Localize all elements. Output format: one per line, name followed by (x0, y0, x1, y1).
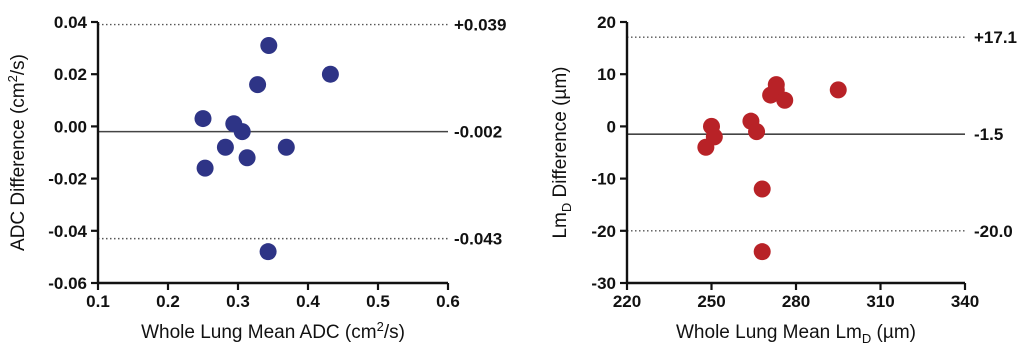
data-point (705, 128, 723, 146)
data-point (753, 243, 771, 261)
x-axis-title-end: /s) (384, 322, 405, 343)
y-tick-label: -10 (591, 170, 616, 189)
y-tick-label: 0.04 (54, 13, 88, 32)
x-tick-label: 310 (866, 292, 894, 311)
data-point (259, 243, 277, 261)
y-axis-title: LmD Difference (µm) (550, 66, 574, 238)
y-tick-label: 0.00 (54, 117, 87, 136)
y-axis-title-subscript: D (559, 203, 574, 212)
y-tick-label: -30 (591, 274, 616, 293)
data-point (748, 123, 766, 141)
data-point (753, 180, 771, 198)
data-point (277, 138, 295, 156)
y-axis-title-superscript: 2 (5, 75, 20, 82)
y-axis-title-main: ADC Difference (cm (8, 82, 29, 251)
x-axis-title-end: (µm) (871, 322, 916, 343)
upper-limit-label: +17.1 (974, 28, 1017, 47)
mean-label: -0.002 (454, 123, 502, 142)
x-axis-title-main: Whole Lung Mean ADC (cm (141, 322, 377, 343)
y-tick-label: -0.02 (48, 170, 87, 189)
data-point (829, 81, 847, 99)
x-tick-label: 280 (782, 292, 810, 311)
y-tick-label: -0.04 (48, 222, 87, 241)
x-tick-label: 0.2 (156, 292, 180, 311)
data-point (233, 123, 251, 141)
data-point (321, 65, 339, 83)
y-tick-label: 0.02 (54, 65, 87, 84)
chart-panel-2: +17.1 -1.5 -20.0 -30 -20 -10 0 10 20 220 250 280 310… (550, 13, 1017, 346)
data-point (260, 36, 278, 54)
y-axis-title-end: /s) (8, 54, 29, 75)
y-tick-label: 10 (597, 65, 616, 84)
y-axis-title: ADC Difference (cm2/s) (5, 54, 29, 251)
x-axis-title-superscript: 2 (377, 319, 384, 334)
x-axis-title-main: Whole Lung Mean Lm (676, 322, 862, 343)
x-tick-label: 0.4 (296, 292, 320, 311)
upper-limit-label: +0.039 (454, 16, 506, 35)
y-axis-title-main: Lm (550, 212, 571, 238)
x-axis-title-subscript: D (862, 331, 871, 346)
x-tick-label: 0.3 (226, 292, 250, 311)
mean-label: -1.5 (974, 125, 1003, 144)
data-point (776, 91, 794, 109)
x-tick-label: 340 (951, 292, 979, 311)
x-axis-title: Whole Lung Mean ADC (cm2/s) (141, 319, 405, 343)
x-tick-label: 220 (613, 292, 641, 311)
y-tick-label: 0 (607, 117, 616, 136)
x-tick-label: 250 (697, 292, 725, 311)
x-tick-label: 0.5 (366, 292, 390, 311)
lower-limit-label: -20.0 (974, 222, 1013, 241)
y-tick-label: -0.06 (48, 274, 87, 293)
chart-panel-1: +0.039 -0.002 -0.043 -0.06 -0.04 -0.02 0.00 0.0… (5, 13, 506, 343)
x-tick-label: 0.6 (436, 292, 460, 311)
y-tick-label: -20 (591, 222, 616, 241)
y-tick-label: 20 (597, 13, 616, 32)
y-axis-title-end: Difference (µm) (550, 66, 571, 202)
data-point (238, 149, 256, 167)
lower-limit-label: -0.043 (454, 230, 502, 249)
data-point (196, 159, 214, 177)
data-point (194, 110, 212, 128)
data-point (216, 138, 234, 156)
data-point (249, 76, 267, 94)
x-axis-title: Whole Lung Mean LmD (µm) (676, 322, 916, 346)
x-tick-label: 0.1 (86, 292, 110, 311)
